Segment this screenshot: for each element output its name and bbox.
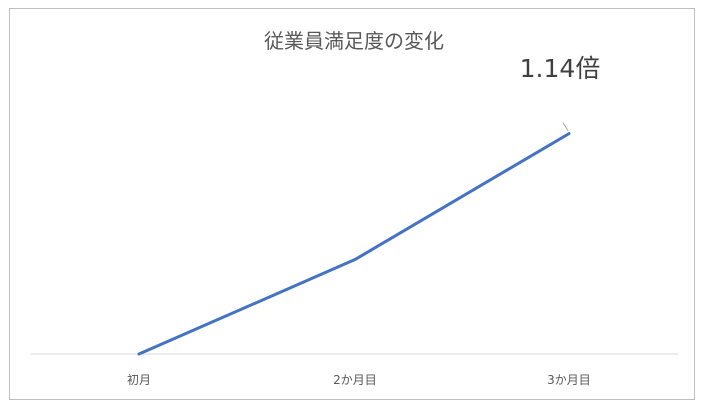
x-tick-label: 2か月目 <box>333 373 377 387</box>
x-tick-label: 3か月目 <box>547 373 591 387</box>
chart-title: 従業員満足度の変化 <box>264 29 444 53</box>
annotation-label: 1.14倍 <box>520 54 601 83</box>
series-line <box>137 132 571 356</box>
chart-frame <box>9 8 695 400</box>
annotation-leader-line <box>562 122 569 131</box>
x-tick-label: 初月 <box>127 373 151 387</box>
